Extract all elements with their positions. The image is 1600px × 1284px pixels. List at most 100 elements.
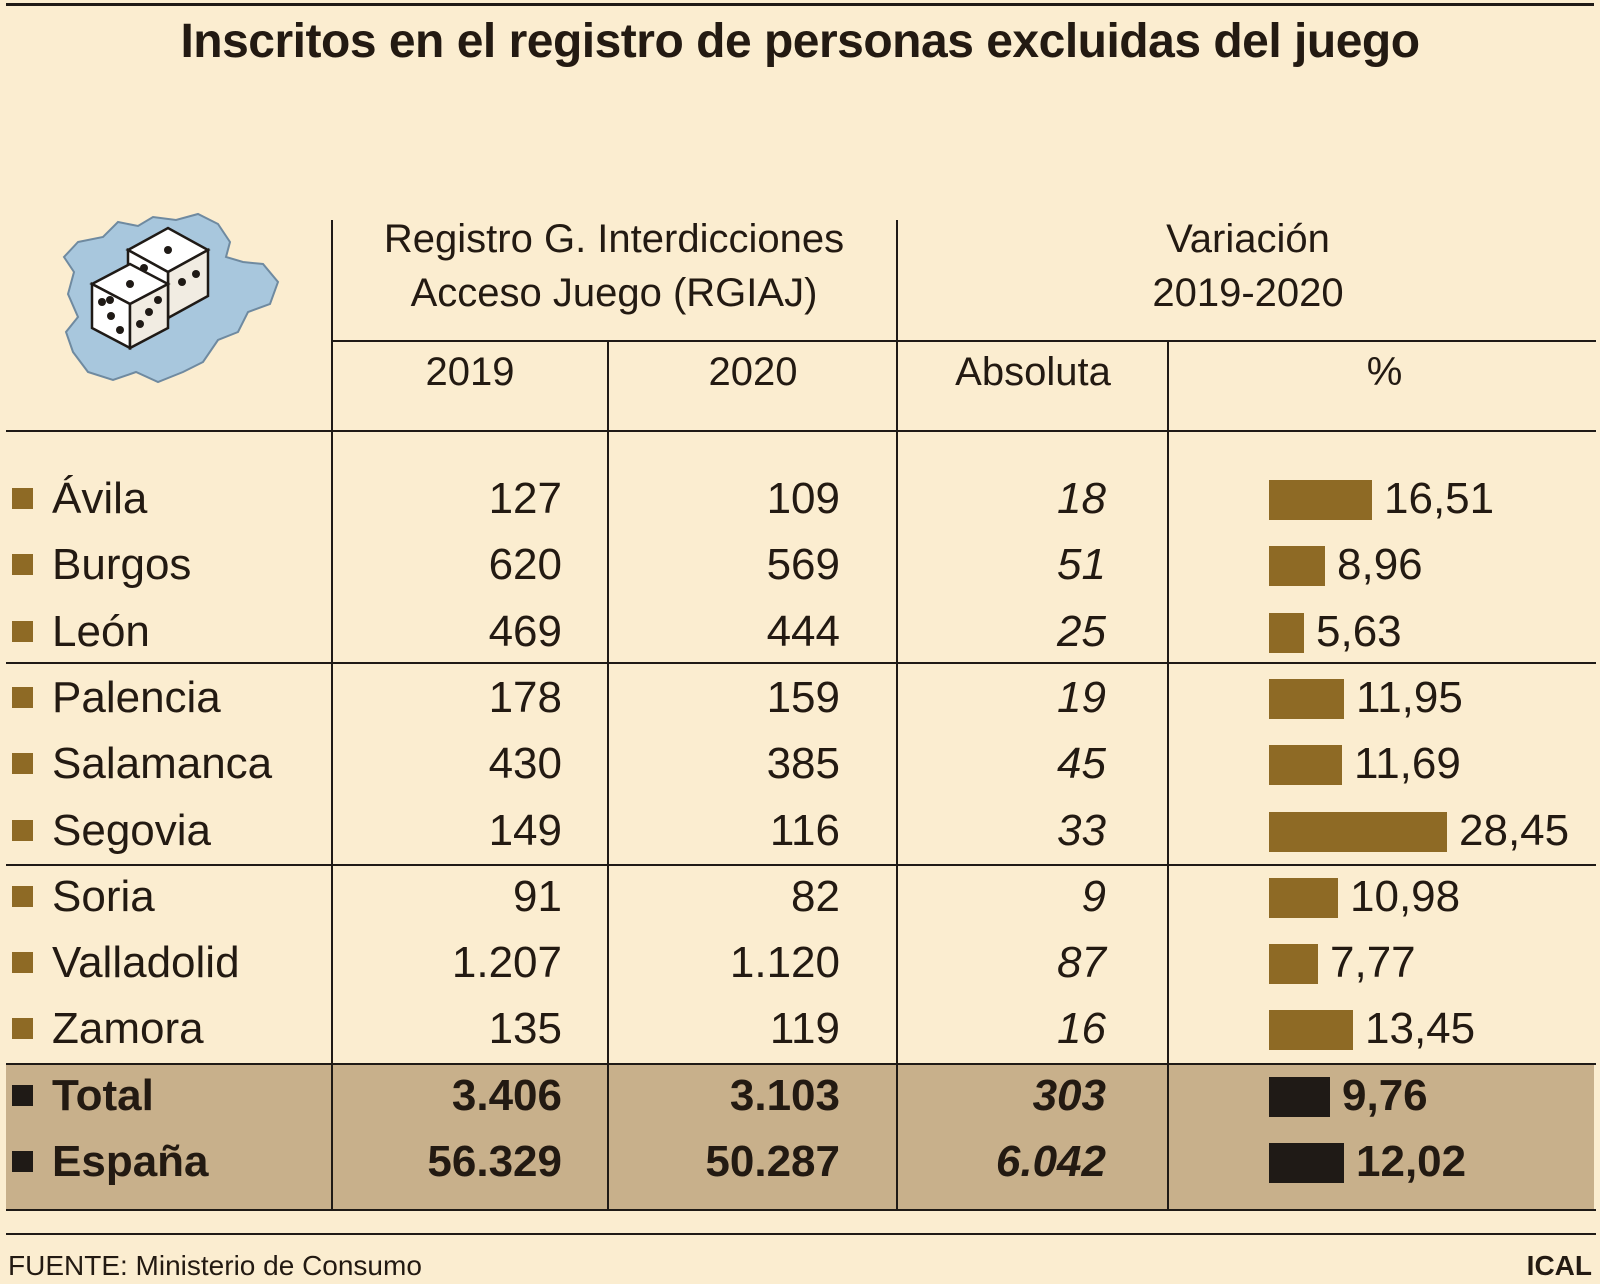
value-2019: 91: [513, 871, 562, 921]
value-2020: 1.120: [729, 938, 840, 988]
pct-label: 5,63: [1316, 606, 1402, 656]
pct-bar: [1269, 678, 1344, 719]
row-bullet-icon: [12, 885, 33, 907]
row-bullet-icon: [12, 1151, 33, 1172]
col-header-2020: 2020: [708, 350, 798, 394]
value-2019: 127: [488, 474, 562, 523]
pct-label: 10,98: [1350, 871, 1461, 921]
value-2019: 178: [488, 672, 562, 722]
col-header-pct: %: [1366, 350, 1403, 394]
province-name: Ávila: [52, 474, 148, 523]
footer-rule: [6, 1233, 1596, 1235]
pct-bar: [1269, 480, 1372, 520]
province-name: Burgos: [52, 540, 192, 590]
row-bullet-icon: [12, 819, 33, 841]
header-variacion-line1: Variación: [1166, 217, 1330, 261]
value-absoluta: 87: [1057, 938, 1106, 988]
province-name: León: [52, 606, 150, 656]
totals-top-rule: [6, 1063, 1596, 1065]
pct-label: 16,51: [1384, 474, 1495, 523]
value-absoluta: 303: [1032, 1070, 1106, 1120]
pct-label: 9,76: [1342, 1070, 1428, 1120]
row-bullet-icon: [12, 686, 33, 708]
col-divider-1: [331, 220, 333, 1209]
province-name: Zamora: [52, 1004, 204, 1054]
value-absoluta: 6.042: [995, 1137, 1106, 1186]
province-name: Total: [52, 1070, 154, 1120]
value-2020: 82: [791, 871, 840, 921]
value-absoluta: 19: [1057, 672, 1106, 722]
row-bullet-icon: [12, 1084, 33, 1106]
value-2020: 116: [769, 805, 840, 855]
value-2020: 159: [766, 672, 840, 722]
pct-bar: [1269, 1143, 1344, 1183]
pct-label: 12,02: [1356, 1137, 1467, 1186]
header-rgiaj-line1: Registro G. Interdicciones: [383, 217, 845, 261]
province-name: España: [52, 1137, 209, 1186]
group-divider-2: [6, 864, 1596, 866]
total-row: España 56.329 50.287 6.042 12,02: [0, 1129, 1600, 1195]
row-bullet-icon: [12, 753, 33, 775]
value-2019: 430: [488, 739, 562, 789]
header-divider: [333, 340, 1596, 342]
value-2020: 444: [766, 606, 840, 656]
pct-bar: [1269, 1010, 1353, 1051]
brand-logo: ICAL: [1526, 1250, 1592, 1281]
group-divider-1: [6, 662, 1596, 664]
value-2020: 50.287: [705, 1137, 840, 1186]
value-2019: 56.329: [427, 1137, 562, 1186]
table-row: Ávila 127 109 18 16,51: [0, 466, 1600, 532]
dice-front-icon: [89, 262, 171, 351]
pct-label: 8,96: [1337, 540, 1423, 590]
value-2019: 3.406: [451, 1070, 562, 1120]
col-header-absoluta: Absoluta: [955, 350, 1111, 394]
col-header-2019: 2019: [425, 350, 515, 394]
value-2020: 569: [766, 540, 840, 590]
table-row: Salamanca 430 385 45 11,69: [0, 731, 1600, 797]
pct-label: 13,45: [1365, 1004, 1476, 1054]
table-row: Valladolid 1.207 1.120 87 7,77: [0, 930, 1600, 996]
pct-bar: [1269, 811, 1447, 852]
col-divider-3: [896, 220, 898, 1209]
table-row: Zamora 135 119 16 13,45: [0, 996, 1600, 1062]
value-2020: 119: [769, 1004, 840, 1054]
top-rule: [6, 3, 1594, 6]
chart-title: Inscritos en el registro de personas exc…: [180, 15, 1420, 68]
map-dice-illustration: [62, 212, 280, 384]
source-note: FUENTE: Ministerio de Consumo: [8, 1250, 422, 1281]
value-absoluta: 33: [1057, 805, 1106, 855]
pct-bar: [1269, 546, 1325, 587]
value-2020: 109: [766, 474, 840, 523]
col-divider-2: [607, 340, 609, 1209]
province-name: Salamanca: [52, 739, 273, 789]
value-absoluta: 18: [1057, 474, 1106, 523]
table-row: Soria 91 82 9 10,98: [0, 864, 1600, 930]
row-bullet-icon: [12, 620, 33, 642]
value-absoluta: 51: [1057, 540, 1106, 590]
pct-bar: [1269, 612, 1304, 653]
value-absoluta: 45: [1057, 739, 1106, 789]
pct-label: 11,69: [1354, 739, 1461, 789]
table-row: Palencia 178 159 19 11,95: [0, 665, 1600, 731]
header-rgiaj-line2: Acceso Juego (RGIAJ): [410, 271, 818, 315]
pct-label: 11,95: [1356, 672, 1463, 722]
header-variacion-line2: 2019-2020: [1152, 271, 1344, 315]
table-bottom-rule: [6, 1209, 1596, 1211]
value-2019: 469: [488, 606, 562, 656]
pct-bar: [1269, 1076, 1330, 1117]
value-2019: 135: [488, 1004, 562, 1054]
header-bottom-rule: [6, 430, 1596, 432]
province-name: Segovia: [52, 805, 212, 855]
row-bullet-icon: [12, 952, 33, 974]
total-row: Total 3.406 3.103 303 9,76: [0, 1063, 1600, 1129]
row-bullet-icon: [12, 488, 33, 509]
value-absoluta: 9: [1081, 871, 1106, 921]
table-row: Segovia 149 116 33 28,45: [0, 798, 1600, 864]
pct-label: 7,77: [1330, 938, 1416, 988]
row-bullet-icon: [12, 554, 33, 576]
table-row: León 469 444 25 5,63: [0, 599, 1600, 665]
value-absoluta: 16: [1057, 1004, 1106, 1054]
pct-bar: [1269, 745, 1342, 786]
province-name: Palencia: [52, 672, 221, 722]
pct-bar: [1269, 877, 1338, 918]
